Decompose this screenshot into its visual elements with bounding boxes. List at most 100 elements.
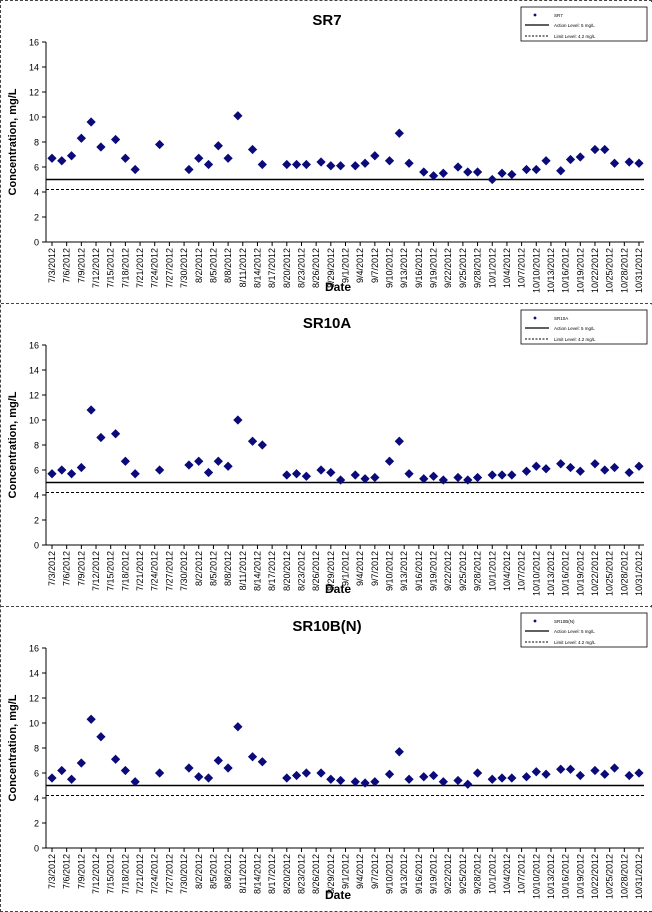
x-tick-label: 7/18/2012 bbox=[120, 248, 130, 288]
data-point bbox=[213, 456, 223, 466]
x-tick-label: 8/20/2012 bbox=[282, 854, 292, 894]
y-tick-label: 10 bbox=[29, 113, 39, 123]
y-tick-label: 0 bbox=[34, 541, 39, 551]
data-point bbox=[194, 153, 204, 163]
x-tick-label: 7/12/2012 bbox=[91, 551, 101, 591]
x-tick-label: 10/4/2012 bbox=[502, 854, 512, 894]
x-tick-label: 8/8/2012 bbox=[223, 551, 233, 586]
x-tick-label: 10/25/2012 bbox=[605, 248, 615, 293]
x-tick-label: 10/22/2012 bbox=[590, 248, 600, 293]
data-point bbox=[590, 765, 600, 776]
data-point bbox=[360, 158, 370, 168]
x-tick-label: 9/13/2012 bbox=[399, 551, 409, 591]
data-point bbox=[565, 462, 576, 473]
data-point bbox=[556, 459, 566, 469]
x-tick-label: 10/28/2012 bbox=[619, 854, 629, 899]
x-tick-label: 10/13/2012 bbox=[546, 551, 556, 596]
x-tick-label: 8/8/2012 bbox=[223, 854, 233, 889]
x-tick-label: 8/26/2012 bbox=[311, 854, 321, 894]
x-tick-label: 8/23/2012 bbox=[296, 248, 306, 288]
x-tick-label: 10/19/2012 bbox=[575, 854, 585, 899]
x-tick-label: 9/22/2012 bbox=[443, 551, 453, 591]
data-point bbox=[257, 440, 267, 450]
x-tick-label: 9/4/2012 bbox=[355, 551, 365, 586]
data-point bbox=[453, 775, 463, 786]
x-tick-label: 7/12/2012 bbox=[91, 854, 101, 894]
legend-label: Limit Level: 4.2 mg/L bbox=[554, 337, 596, 342]
x-tick-label: 10/22/2012 bbox=[590, 551, 600, 596]
data-point bbox=[247, 436, 258, 446]
x-tick-label: 8/20/2012 bbox=[282, 551, 292, 591]
x-tick-label: 9/10/2012 bbox=[385, 854, 395, 894]
x-tick-label: 10/4/2012 bbox=[502, 551, 512, 591]
data-point bbox=[507, 169, 517, 180]
x-tick-label: 8/11/2012 bbox=[238, 854, 248, 893]
x-tick-label: 7/9/2012 bbox=[76, 854, 86, 889]
x-tick-label: 7/15/2012 bbox=[106, 854, 116, 894]
x-tick-label: 9/25/2012 bbox=[458, 248, 468, 288]
data-point bbox=[384, 156, 395, 166]
x-tick-label: 8/11/2012 bbox=[238, 551, 248, 590]
x-tick-label: 8/2/2012 bbox=[194, 551, 204, 586]
data-point bbox=[301, 768, 311, 778]
y-tick-label: 6 bbox=[34, 163, 39, 173]
y-tick-label: 4 bbox=[34, 188, 39, 198]
data-point bbox=[531, 461, 541, 471]
data-point bbox=[507, 470, 517, 480]
data-point bbox=[213, 141, 223, 151]
panel-divider bbox=[1, 606, 652, 607]
data-point bbox=[600, 144, 610, 155]
data-point bbox=[419, 167, 429, 177]
data-point bbox=[497, 470, 507, 480]
x-tick-label: 10/13/2012 bbox=[546, 248, 556, 293]
x-tick-label: 10/19/2012 bbox=[575, 551, 585, 596]
y-axis-label: Concentration, mg/L bbox=[7, 88, 19, 195]
legend-label: SR10A bbox=[554, 316, 568, 321]
x-tick-label: 7/3/2012 bbox=[47, 551, 57, 586]
data-point bbox=[120, 765, 130, 776]
legend-box bbox=[520, 6, 648, 42]
data-point bbox=[507, 773, 517, 783]
data-point bbox=[86, 117, 96, 127]
data-point bbox=[291, 159, 302, 170]
x-tick-label: 9/28/2012 bbox=[473, 248, 483, 288]
data-point bbox=[86, 714, 96, 724]
data-point bbox=[257, 159, 267, 170]
x-tick-label: 9/28/2012 bbox=[473, 854, 483, 894]
x-tick-label: 8/23/2012 bbox=[296, 854, 306, 894]
x-tick-label: 7/21/2012 bbox=[135, 551, 145, 591]
data-point bbox=[590, 459, 600, 469]
data-point bbox=[110, 754, 121, 764]
x-tick-label: 10/31/2012 bbox=[634, 854, 644, 899]
x-tick-label: 7/30/2012 bbox=[179, 854, 189, 894]
data-point bbox=[326, 161, 336, 171]
data-point bbox=[404, 158, 414, 168]
data-point bbox=[316, 465, 326, 475]
chart-title: SR10B(N) bbox=[292, 618, 361, 635]
x-tick-label: 10/28/2012 bbox=[619, 551, 629, 596]
data-point bbox=[194, 772, 204, 782]
data-point bbox=[438, 777, 448, 787]
x-tick-label: 7/6/2012 bbox=[62, 551, 72, 586]
data-point bbox=[184, 460, 194, 470]
data-point bbox=[521, 164, 532, 175]
x-tick-label: 8/5/2012 bbox=[208, 248, 218, 283]
x-tick-label: 9/25/2012 bbox=[458, 854, 468, 894]
x-tick-label: 10/22/2012 bbox=[590, 854, 600, 899]
data-point bbox=[223, 153, 233, 163]
x-tick-label: 10/7/2012 bbox=[517, 248, 527, 288]
data-point bbox=[57, 765, 67, 776]
data-point bbox=[384, 456, 395, 466]
y-tick-label: 10 bbox=[29, 416, 39, 426]
data-point bbox=[370, 472, 380, 483]
data-point bbox=[350, 470, 360, 480]
data-point bbox=[326, 467, 336, 478]
data-point bbox=[438, 475, 448, 485]
legend-label: Limit Level: 4.2 mg/L bbox=[554, 640, 596, 645]
data-point bbox=[76, 462, 86, 473]
data-point bbox=[556, 764, 566, 774]
x-tick-label: 8/26/2012 bbox=[311, 551, 321, 591]
x-tick-label: 10/10/2012 bbox=[531, 248, 541, 293]
x-tick-label: 9/25/2012 bbox=[458, 551, 468, 591]
data-point bbox=[428, 471, 439, 481]
